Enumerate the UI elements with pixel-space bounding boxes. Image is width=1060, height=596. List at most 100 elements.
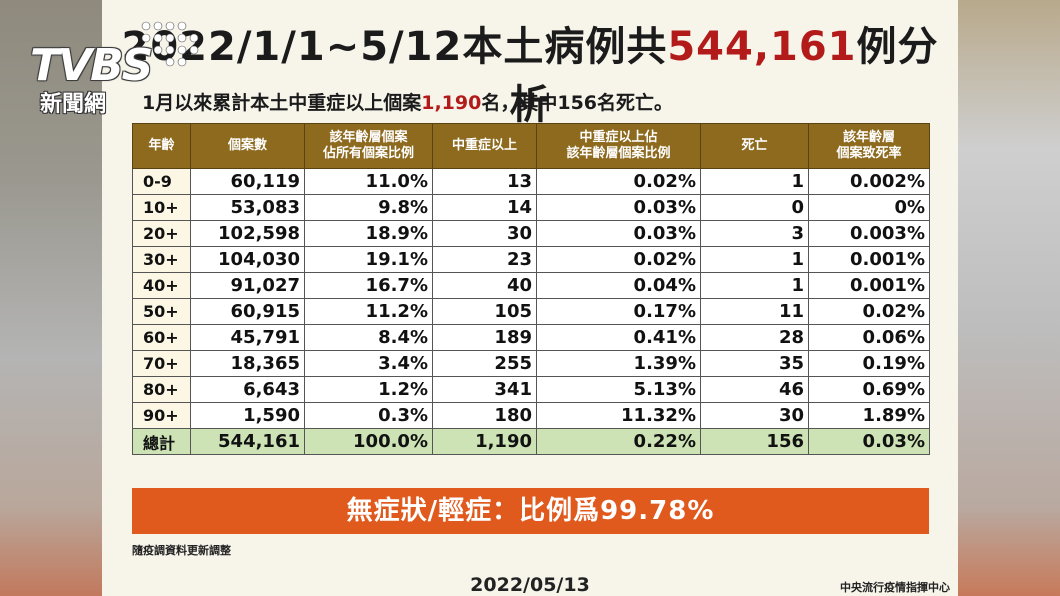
table-cell: 1 <box>700 246 809 273</box>
table-cell: 0.17% <box>536 298 701 325</box>
table-cell: 105 <box>432 298 537 325</box>
table-cell: 30 <box>700 402 809 429</box>
logo-subtitle: 新聞網 <box>40 92 107 117</box>
subtitle-highlight: 1,190 <box>421 92 482 114</box>
table-cell: 60,915 <box>190 298 305 325</box>
column-header: 該年齡層 個案致死率 <box>808 123 930 169</box>
table-row: 30+ 104,030 19.1% 23 0.02% 1 0.001% <box>132 246 930 273</box>
summary-banner: 無症狀/輕症：比例爲99.78% <box>132 488 929 534</box>
table-cell: 9.8% <box>304 194 433 221</box>
table-cell: 60,119 <box>190 168 305 195</box>
table-cell: 100.0% <box>304 428 433 455</box>
age-cell: 70+ <box>132 350 191 377</box>
age-cell: 20+ <box>132 220 191 247</box>
page-title: 2022/1/1~5/12本土病例共544,161例分析 <box>102 14 958 130</box>
logo-brand: TVBS <box>30 40 153 91</box>
table-cell: 0.03% <box>536 220 701 247</box>
table-cell: 11 <box>700 298 809 325</box>
table-row: 50+ 60,915 11.2% 105 0.17% 11 0.02% <box>132 298 930 325</box>
tvbs-logo: TVBS 新聞網 <box>30 21 200 117</box>
background-left <box>0 0 102 596</box>
footnote: 隨疫調資料更新調整 <box>132 544 231 557</box>
table-cell: 23 <box>432 246 537 273</box>
background-right <box>958 0 1060 596</box>
table-cell: 18.9% <box>304 220 433 247</box>
age-cell: 10+ <box>132 194 191 221</box>
age-cell: 50+ <box>132 298 191 325</box>
table-cell: 16.7% <box>304 272 433 299</box>
column-header: 中重症以上 <box>432 123 537 169</box>
title-highlight: 544,161 <box>667 24 857 70</box>
table-cell: 0.001% <box>808 272 930 299</box>
table-cell: 1.39% <box>536 350 701 377</box>
table-row: 40+ 91,027 16.7% 40 0.04% 1 0.001% <box>132 272 930 299</box>
table-cell: 8.4% <box>304 324 433 351</box>
age-cell: 總計 <box>132 428 191 455</box>
table-cell: 1.89% <box>808 402 930 429</box>
table-cell: 45,791 <box>190 324 305 351</box>
column-header: 該年齡層個案 佔所有個案比例 <box>304 123 433 169</box>
table-cell: 0% <box>808 194 930 221</box>
table-cell: 1,190 <box>432 428 537 455</box>
table-cell: 14 <box>432 194 537 221</box>
table-cell: 30 <box>432 220 537 247</box>
subtitle: 1月以來累計本土中重症以上個案1,190名，其中156名死亡。 <box>142 88 673 115</box>
age-cell: 60+ <box>132 324 191 351</box>
column-header: 年齡 <box>132 123 191 169</box>
table-cell: 102,598 <box>190 220 305 247</box>
table-cell: 1,590 <box>190 402 305 429</box>
table-cell: 28 <box>700 324 809 351</box>
table-cell: 40 <box>432 272 537 299</box>
slide: 2022/1/1~5/12本土病例共544,161例分析 1月以來累計本土中重症… <box>102 0 958 596</box>
table-row: 20+ 102,598 18.9% 30 0.03% 3 0.003% <box>132 220 930 247</box>
age-cell: 90+ <box>132 402 191 429</box>
table-cell: 0.02% <box>536 246 701 273</box>
logo-dots-icon <box>141 21 199 67</box>
table-cell: 544,161 <box>190 428 305 455</box>
table-cell: 5.13% <box>536 376 701 403</box>
table-header-row: 年齡 個案數 該年齡層個案 佔所有個案比例 中重症以上 中重症以上佔 該年齡層個案比例死… <box>132 123 930 169</box>
table-row: 10+ 53,083 9.8% 14 0.03% 0 0% <box>132 194 930 221</box>
table-cell: 189 <box>432 324 537 351</box>
table-cell: 156 <box>700 428 809 455</box>
table-cell: 3 <box>700 220 809 247</box>
title-prefix: 2022/1/1~5/12本土病例共 <box>121 24 668 70</box>
column-header: 中重症以上佔 該年齡層個案比例 <box>536 123 701 169</box>
table-cell: 0.06% <box>808 324 930 351</box>
table-cell: 0.69% <box>808 376 930 403</box>
table-cell: 0.04% <box>536 272 701 299</box>
table-cell: 0.02% <box>808 298 930 325</box>
table-row: 80+ 6,643 1.2% 341 5.13% 46 0.69% <box>132 376 930 403</box>
table-cell: 0.03% <box>536 194 701 221</box>
total-row: 總計 544,161 100.0% 1,190 0.22% 156 0.03% <box>132 428 930 455</box>
table-cell: 104,030 <box>190 246 305 273</box>
table-cell: 3.4% <box>304 350 433 377</box>
age-cell: 80+ <box>132 376 191 403</box>
table-cell: 1 <box>700 168 809 195</box>
table-cell: 0.003% <box>808 220 930 247</box>
table-cell: 6,643 <box>190 376 305 403</box>
table-row: 60+ 45,791 8.4% 189 0.41% 28 0.06% <box>132 324 930 351</box>
table-cell: 11.0% <box>304 168 433 195</box>
table-cell: 53,083 <box>190 194 305 221</box>
table-cell: 0.001% <box>808 246 930 273</box>
age-table: 年齡 個案數 該年齡層個案 佔所有個案比例 中重症以上 中重症以上佔 該年齡層個案比例死… <box>132 123 930 455</box>
subtitle-suffix: 名，其中156名死亡。 <box>481 92 674 114</box>
table-cell: 0 <box>700 194 809 221</box>
age-cell: 0-9 <box>132 168 191 195</box>
table-cell: 0.002% <box>808 168 930 195</box>
table-cell: 341 <box>432 376 537 403</box>
table-cell: 11.32% <box>536 402 701 429</box>
table-cell: 13 <box>432 168 537 195</box>
age-cell: 40+ <box>132 272 191 299</box>
table-cell: 11.2% <box>304 298 433 325</box>
report-date: 2022/05/13 <box>470 574 590 596</box>
table-cell: 0.19% <box>808 350 930 377</box>
column-header: 死亡 <box>700 123 809 169</box>
table-row: 90+ 1,590 0.3% 180 11.32% 30 1.89% <box>132 402 930 429</box>
table-cell: 19.1% <box>304 246 433 273</box>
subtitle-prefix: 1月以來累計本土中重症以上個案 <box>142 92 422 114</box>
table-cell: 18,365 <box>190 350 305 377</box>
table-body: 0-9 60,119 11.0% 13 0.02% 1 0.002% 10+ 53,083 9.8… <box>132 168 930 455</box>
table-cell: 255 <box>432 350 537 377</box>
